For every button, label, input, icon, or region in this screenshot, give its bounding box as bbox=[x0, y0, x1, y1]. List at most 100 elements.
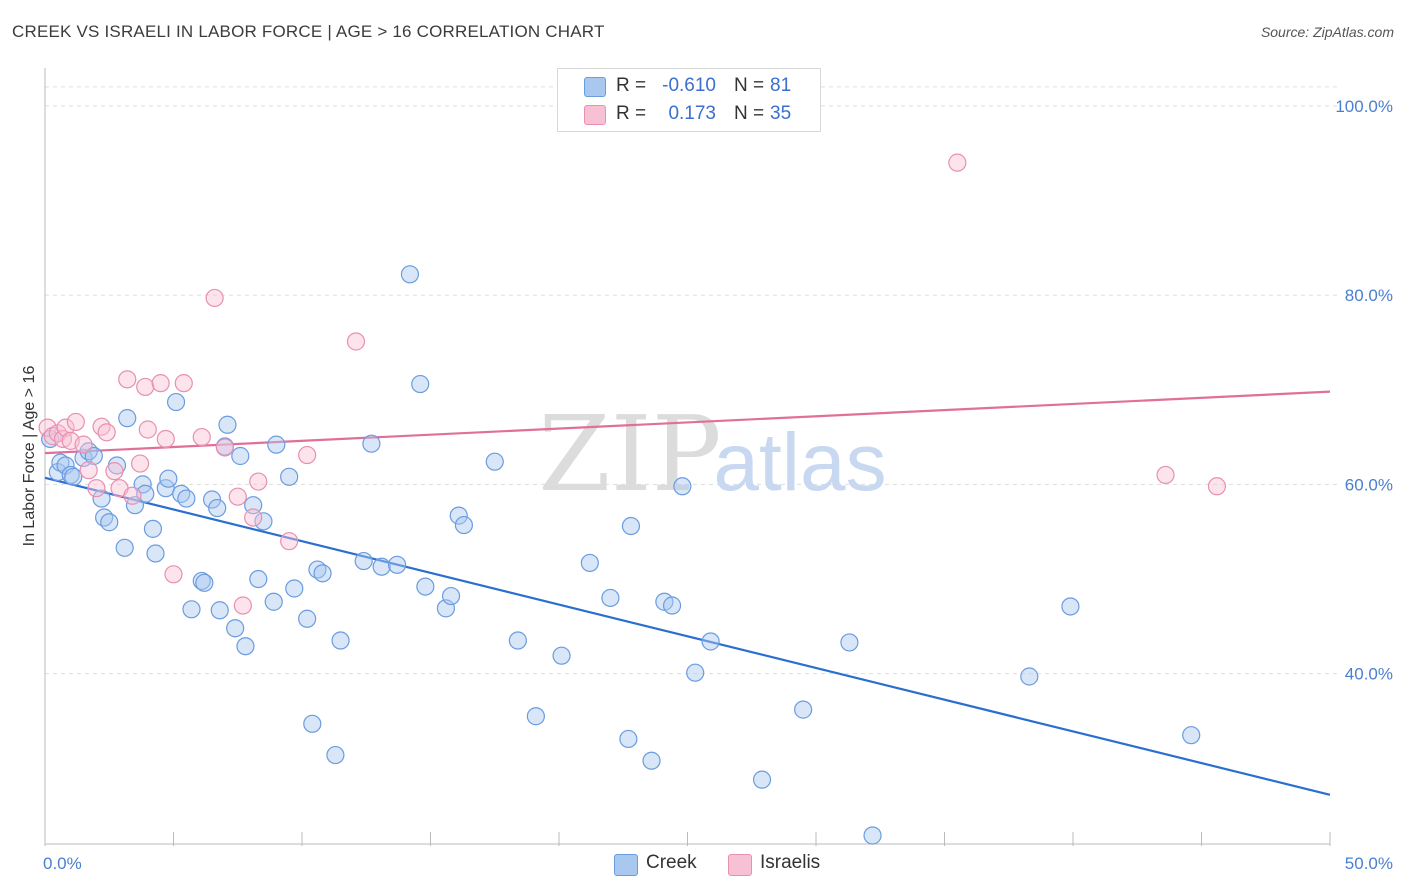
point-israelis bbox=[105, 462, 124, 481]
point-creek bbox=[701, 632, 720, 651]
point-israelis bbox=[87, 479, 106, 498]
legend-r-value: 0.173 bbox=[668, 103, 716, 124]
point-israelis bbox=[244, 508, 263, 527]
point-creek bbox=[1182, 726, 1201, 745]
point-creek bbox=[264, 592, 283, 611]
point-creek bbox=[285, 579, 304, 598]
point-israelis bbox=[130, 454, 150, 473]
point-israelis bbox=[97, 423, 116, 442]
point-israelis bbox=[136, 377, 155, 397]
point-creek bbox=[84, 446, 103, 466]
point-creek bbox=[1061, 597, 1080, 616]
point-creek bbox=[249, 569, 268, 589]
point-creek bbox=[411, 374, 430, 394]
point-creek bbox=[118, 409, 137, 428]
point-creek bbox=[863, 826, 882, 845]
y-axis-label: In Labor Force | Age > 16 bbox=[21, 366, 38, 547]
point-creek bbox=[552, 646, 571, 665]
point-creek bbox=[236, 637, 255, 656]
point-creek bbox=[218, 415, 237, 434]
y-tick-label: 60.0% bbox=[1345, 475, 1393, 494]
data-points bbox=[38, 153, 1227, 845]
point-creek bbox=[267, 435, 286, 454]
point-israelis bbox=[66, 412, 85, 432]
point-israelis bbox=[298, 445, 317, 465]
legend-n-label: N = bbox=[734, 75, 765, 96]
trend-line-creek bbox=[44, 476, 1331, 796]
point-creek bbox=[159, 469, 178, 488]
axes bbox=[44, 68, 1331, 846]
series-legend: Creek Israelis bbox=[0, 852, 1406, 878]
point-creek bbox=[840, 633, 859, 652]
point-israelis bbox=[92, 417, 111, 436]
point-creek bbox=[143, 519, 163, 538]
point-creek bbox=[1020, 667, 1039, 686]
trend-lines bbox=[44, 390, 1331, 796]
point-creek bbox=[92, 489, 111, 508]
point-creek bbox=[362, 434, 381, 453]
correlation-legend: R = -0.610 N = 81 R = 0.173 N = 35 bbox=[557, 68, 821, 132]
point-creek bbox=[794, 700, 813, 719]
point-israelis bbox=[138, 420, 157, 439]
point-creek bbox=[208, 498, 227, 518]
point-creek bbox=[752, 770, 772, 789]
point-creek bbox=[526, 707, 545, 726]
point-israelis bbox=[192, 427, 211, 447]
x-tick-label: 0.0% bbox=[43, 854, 82, 873]
point-israelis bbox=[151, 374, 170, 393]
point-israelis bbox=[118, 370, 137, 389]
point-israelis bbox=[280, 532, 299, 551]
watermark-atlas: atlas bbox=[713, 417, 886, 508]
legend-r-label: R = bbox=[616, 75, 647, 96]
point-creek bbox=[298, 609, 317, 628]
point-creek bbox=[372, 557, 391, 576]
chart-title: CREEK VS ISRAELI IN LABOR FORCE | AGE > … bbox=[12, 22, 605, 41]
point-creek bbox=[195, 573, 214, 592]
point-creek bbox=[354, 551, 373, 571]
point-israelis bbox=[233, 596, 252, 615]
point-israelis bbox=[205, 288, 224, 308]
watermark-zip: ZIP bbox=[538, 393, 721, 515]
point-creek bbox=[454, 515, 474, 535]
point-creek bbox=[331, 631, 350, 650]
point-israelis bbox=[74, 435, 93, 454]
point-creek bbox=[51, 453, 70, 472]
legend-r-label: R = bbox=[616, 103, 647, 124]
series-label-israelis: Israelis bbox=[760, 852, 821, 873]
point-creek bbox=[662, 596, 682, 615]
point-creek bbox=[166, 392, 186, 412]
point-israelis bbox=[164, 565, 183, 584]
point-creek bbox=[280, 467, 299, 486]
point-creek bbox=[601, 588, 620, 608]
point-israelis bbox=[156, 429, 175, 449]
point-creek bbox=[244, 496, 263, 515]
x-tick-label: 50.0% bbox=[1345, 854, 1393, 873]
point-creek bbox=[64, 467, 83, 486]
gridlines bbox=[45, 86, 1338, 675]
point-creek bbox=[508, 631, 527, 650]
point-creek bbox=[673, 477, 692, 496]
point-creek bbox=[182, 600, 201, 619]
point-creek bbox=[400, 265, 420, 284]
series-swatch-israelis bbox=[728, 854, 752, 876]
point-creek bbox=[621, 516, 641, 536]
point-israelis bbox=[174, 374, 193, 393]
trend-line-israelis bbox=[44, 390, 1331, 455]
point-creek bbox=[192, 571, 211, 591]
point-creek bbox=[441, 586, 461, 606]
point-israelis bbox=[79, 461, 98, 480]
point-creek bbox=[177, 489, 196, 508]
series-label-creek: Creek bbox=[646, 852, 697, 873]
point-creek bbox=[303, 714, 322, 733]
legend-n-value: 35 bbox=[770, 103, 792, 124]
watermark: ZIP atlas bbox=[538, 393, 886, 515]
point-creek bbox=[226, 619, 245, 638]
point-israelis bbox=[1156, 465, 1175, 485]
point-creek bbox=[686, 663, 705, 682]
point-creek bbox=[115, 538, 134, 557]
y-tick-label: 80.0% bbox=[1345, 286, 1393, 305]
point-creek bbox=[619, 729, 638, 749]
point-creek bbox=[387, 555, 407, 574]
legend-r-value: -0.610 bbox=[662, 75, 716, 96]
point-creek bbox=[61, 465, 80, 485]
